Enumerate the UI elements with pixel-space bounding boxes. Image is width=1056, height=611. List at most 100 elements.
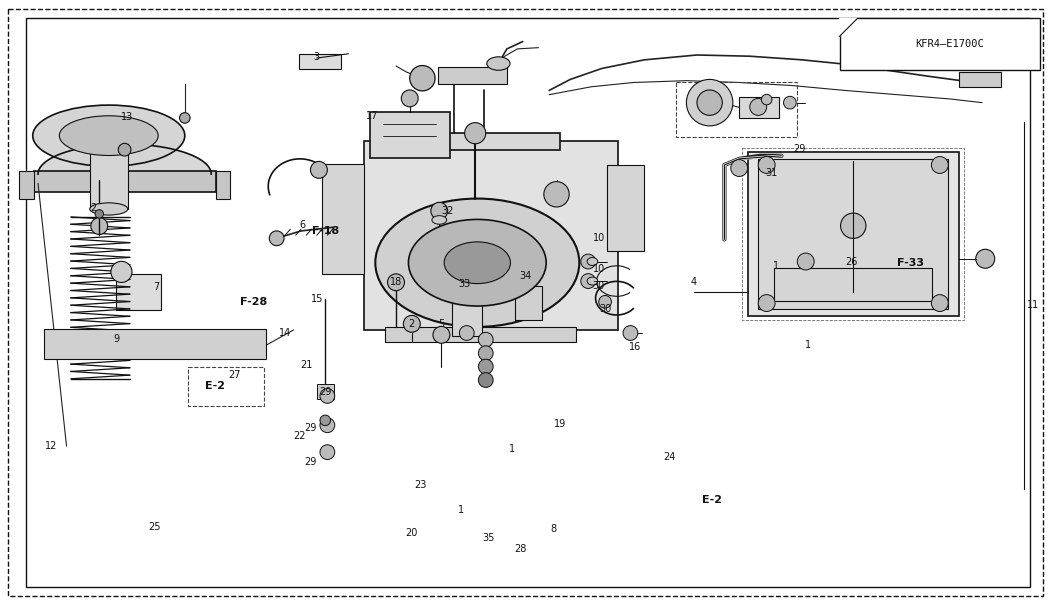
Circle shape — [750, 98, 767, 115]
Bar — [188, 367, 264, 406]
Ellipse shape — [432, 216, 447, 224]
Text: 6: 6 — [299, 220, 305, 230]
Text: 10: 10 — [592, 233, 605, 243]
Text: E-2: E-2 — [206, 381, 225, 391]
Text: 2: 2 — [409, 319, 415, 329]
Circle shape — [976, 249, 995, 268]
Ellipse shape — [445, 242, 510, 284]
Bar — [748, 152, 959, 316]
Circle shape — [91, 218, 108, 235]
Circle shape — [731, 159, 748, 177]
Bar — [370, 112, 450, 158]
Text: 33: 33 — [458, 279, 471, 289]
Bar — [90, 136, 128, 209]
Bar — [34, 171, 215, 192]
Text: 14: 14 — [279, 328, 291, 338]
Circle shape — [180, 112, 190, 123]
Text: 32: 32 — [441, 206, 454, 216]
Circle shape — [320, 445, 335, 459]
Polygon shape — [840, 18, 857, 36]
Bar — [758, 159, 948, 309]
Circle shape — [431, 202, 448, 219]
Text: 18: 18 — [390, 277, 402, 287]
Text: 12: 12 — [44, 441, 57, 451]
Text: 5: 5 — [438, 319, 445, 329]
Circle shape — [388, 274, 404, 291]
Text: 16: 16 — [628, 342, 641, 352]
Ellipse shape — [409, 219, 546, 306]
Bar — [840, 18, 1040, 70]
Bar — [959, 72, 1001, 87]
Ellipse shape — [487, 57, 510, 70]
Circle shape — [623, 326, 638, 340]
Ellipse shape — [59, 115, 158, 155]
Bar — [19, 171, 34, 199]
Text: 24: 24 — [663, 452, 676, 462]
Circle shape — [403, 315, 420, 332]
Circle shape — [310, 161, 327, 178]
Text: 1: 1 — [458, 505, 465, 515]
Ellipse shape — [33, 105, 185, 166]
Text: 8: 8 — [550, 524, 557, 534]
Text: 13: 13 — [120, 112, 133, 122]
Text: 9: 9 — [113, 334, 119, 344]
Text: 21: 21 — [300, 360, 313, 370]
Bar — [401, 133, 560, 150]
Circle shape — [758, 295, 775, 312]
Ellipse shape — [90, 203, 128, 215]
Text: 10: 10 — [592, 264, 605, 274]
Text: 25: 25 — [148, 522, 161, 532]
Circle shape — [95, 210, 103, 218]
Circle shape — [697, 90, 722, 115]
Circle shape — [111, 262, 132, 282]
Circle shape — [797, 253, 814, 270]
Text: 2: 2 — [90, 203, 96, 213]
Text: 23: 23 — [414, 480, 427, 489]
Text: 15: 15 — [310, 295, 323, 304]
Bar — [515, 286, 542, 320]
Text: F-33: F-33 — [897, 258, 924, 268]
Text: 35: 35 — [483, 533, 495, 543]
Circle shape — [401, 90, 418, 107]
Text: 26: 26 — [845, 257, 857, 266]
Text: 3: 3 — [314, 52, 320, 62]
Text: 1: 1 — [509, 444, 515, 454]
Text: 19: 19 — [553, 419, 566, 429]
Text: 31: 31 — [766, 168, 778, 178]
Bar — [299, 54, 341, 69]
Circle shape — [433, 326, 450, 343]
Circle shape — [465, 123, 486, 144]
Circle shape — [599, 296, 611, 308]
Text: 20: 20 — [406, 529, 418, 538]
Bar — [742, 148, 964, 320]
Text: 29: 29 — [319, 387, 332, 397]
Text: 30: 30 — [592, 281, 605, 291]
Text: 22: 22 — [294, 431, 306, 441]
Text: 17: 17 — [365, 111, 378, 121]
Text: 29: 29 — [304, 457, 317, 467]
Bar — [322, 164, 364, 274]
Text: KFR4—E1700C: KFR4—E1700C — [916, 39, 984, 49]
Circle shape — [118, 144, 131, 156]
Circle shape — [320, 389, 335, 403]
Text: 34: 34 — [520, 271, 532, 281]
Circle shape — [320, 418, 335, 433]
Circle shape — [478, 359, 493, 374]
Text: 29: 29 — [793, 144, 806, 154]
Text: 29: 29 — [304, 423, 317, 433]
Circle shape — [269, 231, 284, 246]
Bar — [607, 165, 644, 251]
Circle shape — [931, 295, 948, 312]
Polygon shape — [38, 144, 211, 180]
Bar — [774, 268, 932, 301]
Bar — [215, 171, 230, 199]
Bar — [44, 329, 266, 359]
Text: F-18: F-18 — [312, 226, 339, 236]
Bar — [676, 82, 797, 137]
Bar — [438, 67, 507, 84]
Circle shape — [478, 332, 493, 347]
Text: 28: 28 — [514, 544, 527, 554]
Bar — [452, 272, 482, 336]
Bar — [116, 274, 161, 310]
Circle shape — [544, 181, 569, 207]
